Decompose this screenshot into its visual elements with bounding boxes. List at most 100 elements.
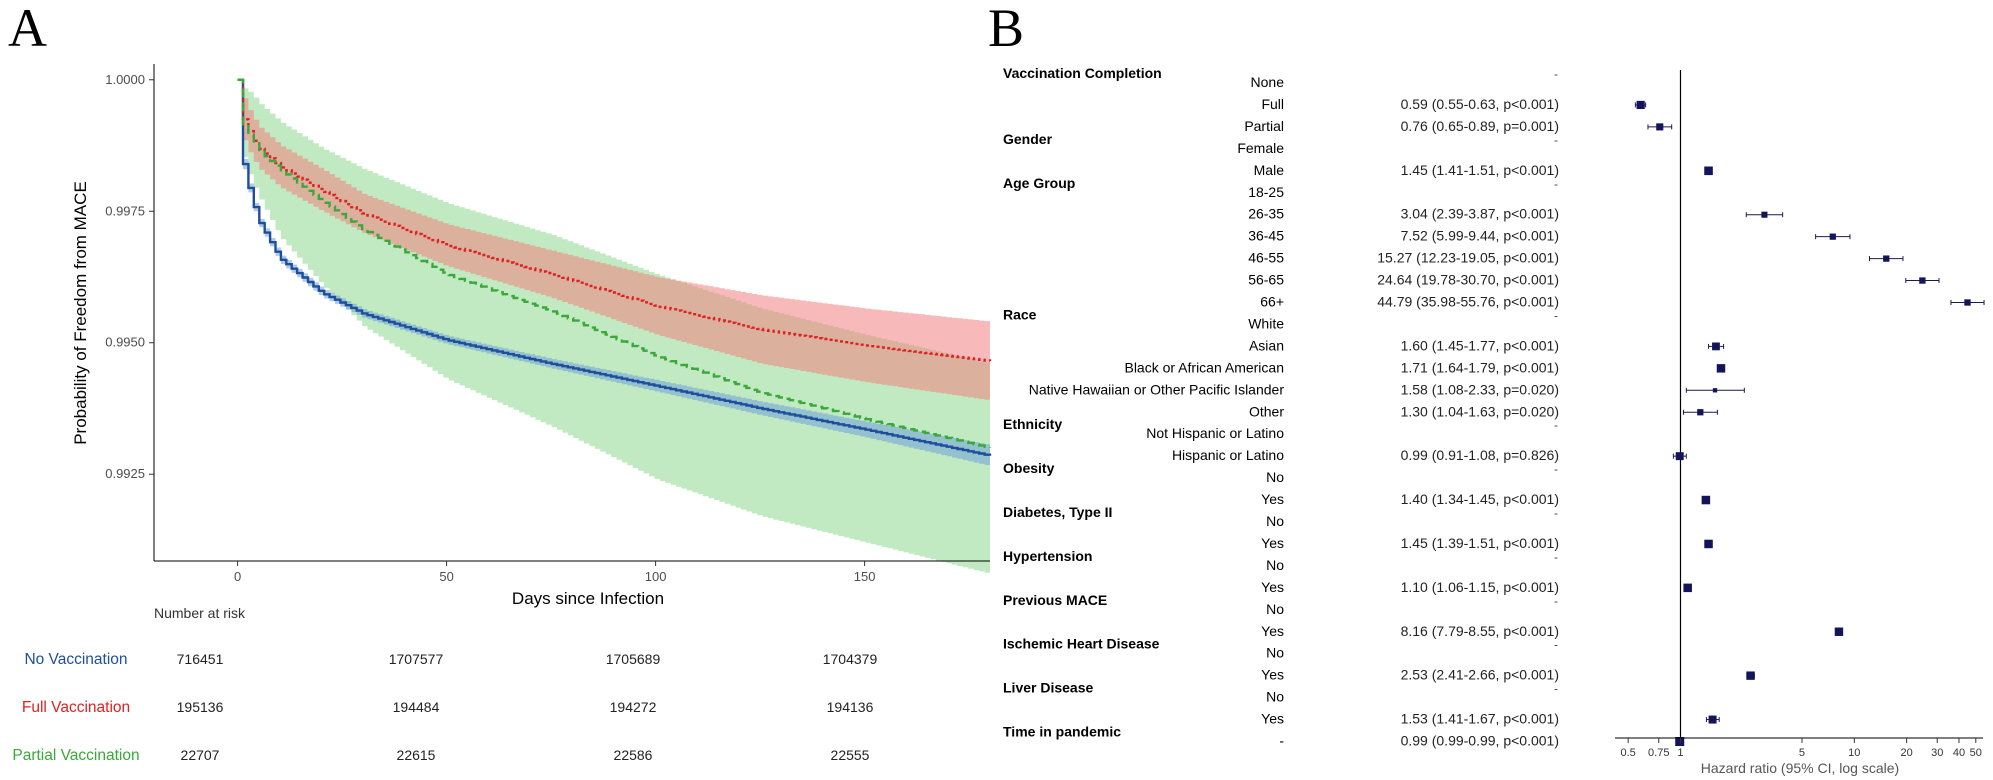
- forest-level-label: No: [1266, 689, 1284, 705]
- risk-value: 194136: [827, 699, 874, 715]
- forest-group-label: Gender: [1003, 131, 1053, 147]
- forest-reference-marker: -: [1554, 638, 1558, 652]
- forest-x-tick-label: 10: [1848, 747, 1860, 759]
- forest-hr-text: 0.76 (0.65-0.89, p=0.001): [1401, 118, 1559, 134]
- forest-x-tick-label: 50: [1970, 747, 1982, 759]
- forest-level-label: 46-55: [1248, 250, 1284, 266]
- forest-level-label: 66+: [1260, 294, 1284, 310]
- forest-x-axis-title: Hazard ratio (95% CI, log scale): [1701, 760, 1899, 776]
- forest-level-label: Yes: [1261, 667, 1284, 683]
- km-confidence-bands: [237, 79, 991, 575]
- forest-point: [1712, 342, 1720, 351]
- risk-value: 195136: [177, 699, 224, 715]
- forest-level-label: Hispanic or Latino: [1172, 447, 1284, 463]
- forest-x-tick-label: 0.5: [1621, 747, 1636, 759]
- forest-level-label: Yes: [1261, 535, 1284, 551]
- forest-hr-text: 2.53 (2.41-2.66, p<0.001): [1401, 667, 1559, 683]
- forest-point: [1675, 452, 1684, 461]
- risk-value: 22555: [831, 747, 870, 763]
- km-x-tick-label: 0: [234, 569, 241, 584]
- km-band-partial: [237, 79, 991, 575]
- km-curve-full: [237, 78, 992, 362]
- risk-table: No Vaccination 716451 1707577 1705689 170437…: [12, 651, 877, 764]
- forest-group-label: Diabetes, Type II: [1003, 504, 1112, 520]
- forest-level-label: Native Hawaiian or Other Pacific Islande…: [1029, 381, 1285, 397]
- risk-row-label: No Vaccination: [24, 651, 127, 668]
- km-curve-partial: [237, 78, 992, 448]
- forest-level-label: 18-25: [1248, 184, 1284, 200]
- km-curve-no: [237, 78, 992, 456]
- forest-level-label: No: [1266, 601, 1284, 617]
- panel-b-letter: B: [988, 0, 1024, 58]
- forest-level-label: Yes: [1261, 579, 1284, 595]
- forest-level-label: Asian: [1249, 337, 1284, 353]
- risk-value: 22586: [614, 747, 653, 763]
- forest-reference-marker: -: [1554, 308, 1558, 322]
- forest-reference-marker: -: [1554, 133, 1558, 147]
- forest-x-tick-label: 40: [1953, 747, 1965, 759]
- forest-reference-marker: -: [1554, 550, 1558, 564]
- km-y-axis-title: Probability of Freedom from MACE: [71, 181, 90, 445]
- forest-hr-text: 1.71 (1.64-1.79, p<0.001): [1401, 359, 1559, 375]
- forest-point: [1716, 364, 1726, 373]
- risk-value: 1707577: [389, 651, 444, 667]
- risk-value: 1705689: [606, 651, 661, 667]
- risk-value: 1704379: [823, 651, 878, 667]
- forest-hr-text: 1.53 (1.41-1.67, p<0.001): [1401, 711, 1559, 727]
- forest-hr-text: 1.40 (1.34-1.45, p<0.001): [1401, 491, 1559, 507]
- forest-point: [1708, 715, 1717, 724]
- forest-point: [1656, 123, 1664, 131]
- forest-hr-text: 1.60 (1.45-1.77, p<0.001): [1401, 337, 1559, 353]
- forest-reference-marker: -: [1554, 462, 1558, 476]
- forest-x-tick-label: 20: [1901, 747, 1913, 759]
- forest-hr-text: 1.30 (1.04-1.63, p=0.020): [1401, 403, 1559, 419]
- forest-group-label: Vaccination Completion: [1003, 65, 1162, 81]
- km-y-tick-label: 0.9925: [105, 466, 145, 481]
- forest-group-label: Hypertension: [1003, 548, 1092, 564]
- forest-level-label: Female: [1237, 140, 1284, 156]
- risk-value: 22707: [181, 747, 220, 763]
- forest-level-label: 56-65: [1248, 272, 1284, 288]
- risk-row-label: Full Vaccination: [22, 699, 130, 716]
- forest-hr-text: 1.45 (1.41-1.51, p<0.001): [1401, 162, 1559, 178]
- km-y-tick-label: 0.9975: [105, 203, 145, 218]
- risk-value: 716451: [177, 651, 224, 667]
- forest-table: Vaccination Completion None - Full 0.59 (0.5…: [1003, 65, 1985, 749]
- forest-point: [1746, 671, 1755, 680]
- forest-point: [1701, 495, 1711, 505]
- forest-hr-text: 7.52 (5.99-9.44, p<0.001): [1401, 228, 1559, 244]
- km-x-tick-label: 50: [439, 569, 453, 584]
- forest-group-label: Previous MACE: [1003, 592, 1107, 608]
- km-x-tick-label: 150: [854, 569, 876, 584]
- forest-point: [1704, 166, 1713, 176]
- km-x-tick-label: 100: [645, 569, 667, 584]
- forest-hr-text: 0.59 (0.55-0.63, p<0.001): [1401, 96, 1559, 112]
- forest-level-label: Not Hispanic or Latino: [1146, 425, 1284, 441]
- forest-point: [1761, 211, 1768, 218]
- forest-level-label: Yes: [1261, 623, 1284, 639]
- risk-value: 194484: [393, 699, 440, 715]
- forest-level-label: Yes: [1261, 711, 1284, 727]
- km-survival-curves: [237, 78, 992, 456]
- forest-hr-text: 44.79 (35.98-55.76, p<0.001): [1377, 294, 1559, 310]
- forest-x-ticks: 0.5 0.75 1 5 10 20 30 40 50: [1621, 738, 1982, 759]
- forest-reference-marker: -: [1554, 506, 1558, 520]
- forest-hr-text: 1.10 (1.06-1.15, p<0.001): [1401, 579, 1559, 595]
- forest-level-label: No: [1266, 557, 1284, 573]
- forest-group-label: Ischemic Heart Disease: [1003, 636, 1160, 652]
- km-y-ticks: 1.0000 0.9975 0.9950 0.9925: [105, 72, 154, 481]
- forest-group-label: Ethnicity: [1003, 416, 1062, 432]
- forest-level-label: 26-35: [1248, 206, 1284, 222]
- forest-level-label: -: [1279, 733, 1284, 749]
- km-x-ticks: 0 50 100 150: [234, 561, 875, 584]
- panel-a-letter: A: [8, 0, 47, 58]
- forest-point: [1964, 299, 1971, 306]
- forest-hr-text: 1.58 (1.08-2.33, p=0.020): [1401, 381, 1559, 397]
- forest-point: [1675, 737, 1685, 746]
- forest-hr-text: 1.45 (1.39-1.51, p<0.001): [1401, 535, 1559, 551]
- forest-hr-text: 3.04 (2.39-3.87, p<0.001): [1401, 206, 1559, 222]
- forest-hr-text: 15.27 (12.23-19.05, p<0.001): [1377, 250, 1559, 266]
- forest-level-label: No: [1266, 513, 1284, 529]
- forest-reference-marker: -: [1554, 418, 1558, 432]
- forest-point: [1834, 627, 1844, 636]
